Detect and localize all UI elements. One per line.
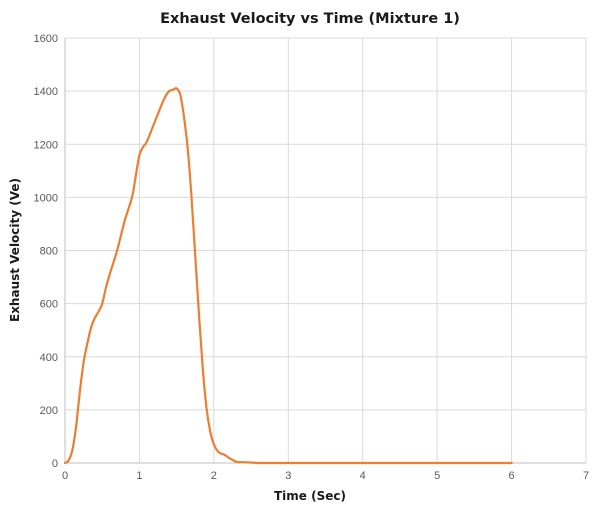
series-line [63, 87, 513, 465]
y-tick-label: 400 [40, 352, 58, 364]
y-tick-label: 600 [40, 299, 58, 311]
y-tick-label: 1200 [34, 139, 58, 151]
chart-title: Exhaust Velocity vs Time (Mixture 1) [160, 11, 460, 27]
plot-area [63, 87, 513, 465]
x-tick-label: 5 [434, 470, 440, 482]
y-tick-label: 1400 [34, 86, 58, 98]
x-tick-label: 7 [583, 470, 589, 482]
x-tick-label: 6 [509, 470, 515, 482]
grid [65, 37, 587, 463]
y-tick-label: 800 [40, 246, 58, 258]
y-tick-label: 1600 [34, 33, 58, 45]
x-tick-label: 1 [136, 470, 142, 482]
x-tick-label: 2 [211, 470, 217, 482]
y-tick-label: 0 [52, 458, 58, 470]
y-axis-title: Exhaust Velocity (Ve) [8, 178, 22, 322]
y-tick-label: 200 [40, 405, 58, 417]
y-tick-label: 1000 [34, 192, 58, 204]
axes: 0 200 400 600 800 1000 1200 1400 1600 0 1 2 3 4 5 6 7 [34, 33, 590, 482]
x-tick-label: 3 [285, 470, 291, 482]
x-axis-title: Time (Sec) [274, 489, 346, 503]
x-tick-label: 0 [62, 470, 68, 482]
x-tick-label: 4 [360, 470, 366, 482]
